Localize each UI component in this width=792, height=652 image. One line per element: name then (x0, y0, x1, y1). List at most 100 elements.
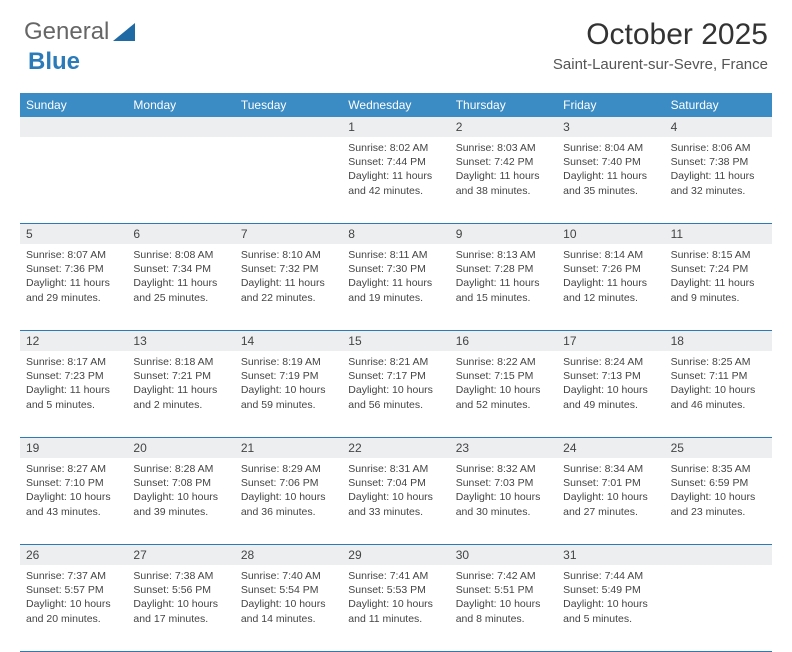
day-cell: Sunrise: 8:29 AMSunset: 7:06 PMDaylight:… (235, 458, 342, 544)
day-number: 15 (342, 331, 449, 351)
daylight-text: Daylight: 11 hours and 29 minutes. (26, 276, 121, 304)
day-cell: Sunrise: 7:44 AMSunset: 5:49 PMDaylight:… (557, 565, 664, 651)
sunrise-text: Sunrise: 7:40 AM (241, 569, 336, 583)
sunset-text: Sunset: 7:26 PM (563, 262, 658, 276)
sunrise-text: Sunrise: 8:27 AM (26, 462, 121, 476)
day-cell: Sunrise: 8:31 AMSunset: 7:04 PMDaylight:… (342, 458, 449, 544)
week-row: Sunrise: 8:17 AMSunset: 7:23 PMDaylight:… (20, 351, 772, 438)
day-cell: Sunrise: 8:35 AMSunset: 6:59 PMDaylight:… (665, 458, 772, 544)
sunset-text: Sunset: 7:21 PM (133, 369, 228, 383)
daylight-text: Daylight: 10 hours and 43 minutes. (26, 490, 121, 518)
sunrise-text: Sunrise: 8:19 AM (241, 355, 336, 369)
day-cell: Sunrise: 8:14 AMSunset: 7:26 PMDaylight:… (557, 244, 664, 330)
day-cell: Sunrise: 8:07 AMSunset: 7:36 PMDaylight:… (20, 244, 127, 330)
sunset-text: Sunset: 7:38 PM (671, 155, 766, 169)
sunset-text: Sunset: 7:06 PM (241, 476, 336, 490)
day-number: 29 (342, 545, 449, 565)
day-cell: Sunrise: 8:06 AMSunset: 7:38 PMDaylight:… (665, 137, 772, 223)
sunrise-text: Sunrise: 8:28 AM (133, 462, 228, 476)
daylight-text: Daylight: 10 hours and 46 minutes. (671, 383, 766, 411)
day-number: 17 (557, 331, 664, 351)
sunrise-text: Sunrise: 7:38 AM (133, 569, 228, 583)
day-number-row: 19202122232425 (20, 438, 772, 458)
week-row: Sunrise: 8:27 AMSunset: 7:10 PMDaylight:… (20, 458, 772, 545)
sunset-text: Sunset: 5:56 PM (133, 583, 228, 597)
sunset-text: Sunset: 7:23 PM (26, 369, 121, 383)
day-number: 26 (20, 545, 127, 565)
day-cell: Sunrise: 8:13 AMSunset: 7:28 PMDaylight:… (450, 244, 557, 330)
sunset-text: Sunset: 7:10 PM (26, 476, 121, 490)
sunrise-text: Sunrise: 8:08 AM (133, 248, 228, 262)
sunset-text: Sunset: 7:30 PM (348, 262, 443, 276)
daylight-text: Daylight: 11 hours and 22 minutes. (241, 276, 336, 304)
sunrise-text: Sunrise: 8:04 AM (563, 141, 658, 155)
day-number: 30 (450, 545, 557, 565)
day-number: 5 (20, 224, 127, 244)
month-title: October 2025 (553, 18, 768, 52)
sunrise-text: Sunrise: 8:02 AM (348, 141, 443, 155)
daylight-text: Daylight: 10 hours and 49 minutes. (563, 383, 658, 411)
day-cell: Sunrise: 7:37 AMSunset: 5:57 PMDaylight:… (20, 565, 127, 651)
day-number-row: 262728293031 (20, 545, 772, 565)
weekday-col: Sunday (20, 93, 127, 117)
day-number: 10 (557, 224, 664, 244)
day-number: 18 (665, 331, 772, 351)
sunset-text: Sunset: 6:59 PM (671, 476, 766, 490)
day-cell: Sunrise: 7:38 AMSunset: 5:56 PMDaylight:… (127, 565, 234, 651)
daylight-text: Daylight: 11 hours and 2 minutes. (133, 383, 228, 411)
day-number: 13 (127, 331, 234, 351)
day-number: 16 (450, 331, 557, 351)
week-row: Sunrise: 8:02 AMSunset: 7:44 PMDaylight:… (20, 137, 772, 224)
day-cell: Sunrise: 8:27 AMSunset: 7:10 PMDaylight:… (20, 458, 127, 544)
day-number: 20 (127, 438, 234, 458)
day-number: 21 (235, 438, 342, 458)
sunrise-text: Sunrise: 8:35 AM (671, 462, 766, 476)
day-cell: Sunrise: 8:17 AMSunset: 7:23 PMDaylight:… (20, 351, 127, 437)
sunset-text: Sunset: 5:57 PM (26, 583, 121, 597)
weekday-col: Wednesday (342, 93, 449, 117)
location-label: Saint-Laurent-sur-Sevre, France (553, 56, 768, 73)
day-cell: Sunrise: 8:11 AMSunset: 7:30 PMDaylight:… (342, 244, 449, 330)
sunrise-text: Sunrise: 8:15 AM (671, 248, 766, 262)
sunrise-text: Sunrise: 8:13 AM (456, 248, 551, 262)
day-cell: Sunrise: 7:40 AMSunset: 5:54 PMDaylight:… (235, 565, 342, 651)
daylight-text: Daylight: 10 hours and 36 minutes. (241, 490, 336, 518)
sunrise-text: Sunrise: 8:14 AM (563, 248, 658, 262)
daylight-text: Daylight: 11 hours and 9 minutes. (671, 276, 766, 304)
sunset-text: Sunset: 7:03 PM (456, 476, 551, 490)
day-cell: Sunrise: 8:15 AMSunset: 7:24 PMDaylight:… (665, 244, 772, 330)
sunrise-text: Sunrise: 8:07 AM (26, 248, 121, 262)
daylight-text: Daylight: 11 hours and 19 minutes. (348, 276, 443, 304)
day-cell: Sunrise: 8:04 AMSunset: 7:40 PMDaylight:… (557, 137, 664, 223)
day-number: 24 (557, 438, 664, 458)
sunrise-text: Sunrise: 8:18 AM (133, 355, 228, 369)
sunrise-text: Sunrise: 8:22 AM (456, 355, 551, 369)
day-cell (235, 137, 342, 223)
day-cell: Sunrise: 8:22 AMSunset: 7:15 PMDaylight:… (450, 351, 557, 437)
sunset-text: Sunset: 7:24 PM (671, 262, 766, 276)
sunrise-text: Sunrise: 8:03 AM (456, 141, 551, 155)
day-cell: Sunrise: 8:10 AMSunset: 7:32 PMDaylight:… (235, 244, 342, 330)
sunrise-text: Sunrise: 8:21 AM (348, 355, 443, 369)
day-number: 14 (235, 331, 342, 351)
header: General October 2025 Saint-Laurent-sur-S… (0, 0, 792, 79)
weekday-col: Friday (557, 93, 664, 117)
day-cell: Sunrise: 8:32 AMSunset: 7:03 PMDaylight:… (450, 458, 557, 544)
daylight-text: Daylight: 10 hours and 30 minutes. (456, 490, 551, 518)
weekday-col: Thursday (450, 93, 557, 117)
logo: General (24, 18, 137, 46)
sunset-text: Sunset: 7:36 PM (26, 262, 121, 276)
day-cell: Sunrise: 8:24 AMSunset: 7:13 PMDaylight:… (557, 351, 664, 437)
sunrise-text: Sunrise: 8:24 AM (563, 355, 658, 369)
day-cell: Sunrise: 8:02 AMSunset: 7:44 PMDaylight:… (342, 137, 449, 223)
weekday-col: Saturday (665, 93, 772, 117)
daylight-text: Daylight: 10 hours and 27 minutes. (563, 490, 658, 518)
sunset-text: Sunset: 7:19 PM (241, 369, 336, 383)
day-cell: Sunrise: 8:18 AMSunset: 7:21 PMDaylight:… (127, 351, 234, 437)
daylight-text: Daylight: 10 hours and 56 minutes. (348, 383, 443, 411)
day-cell: Sunrise: 7:42 AMSunset: 5:51 PMDaylight:… (450, 565, 557, 651)
day-cell: Sunrise: 8:19 AMSunset: 7:19 PMDaylight:… (235, 351, 342, 437)
sunrise-text: Sunrise: 8:10 AM (241, 248, 336, 262)
sunset-text: Sunset: 5:51 PM (456, 583, 551, 597)
day-cell: Sunrise: 8:03 AMSunset: 7:42 PMDaylight:… (450, 137, 557, 223)
